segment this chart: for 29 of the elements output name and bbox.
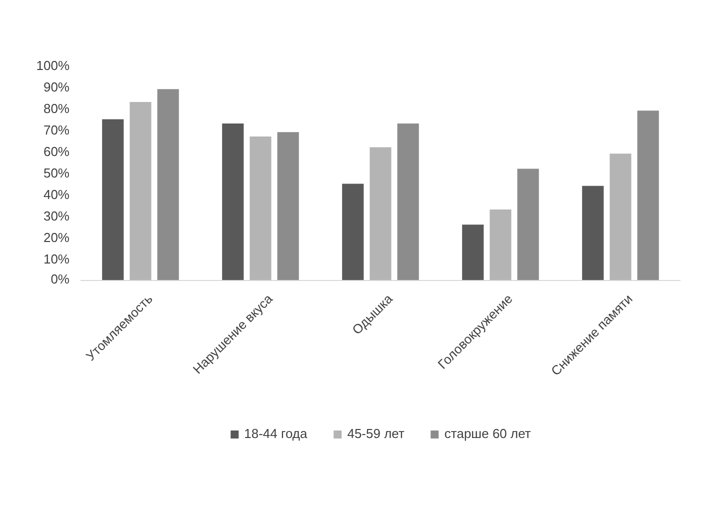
y-tick-label: 50%	[43, 166, 70, 180]
y-tick-label: 60%	[43, 144, 70, 159]
legend-label: старше 60 лет	[444, 426, 531, 441]
y-tick-label: 20%	[43, 230, 70, 245]
bar	[370, 147, 392, 280]
bar	[342, 184, 364, 280]
bar	[637, 110, 659, 280]
y-tick-label: 10%	[43, 252, 70, 266]
bar	[157, 89, 179, 280]
bar	[610, 154, 632, 280]
bar	[250, 136, 272, 280]
bar	[397, 124, 419, 280]
y-tick-label: 80%	[43, 101, 70, 116]
bar	[130, 102, 152, 280]
bar	[462, 224, 484, 280]
y-tick-label: 40%	[43, 187, 70, 202]
legend-label: 18-44 года	[244, 426, 308, 441]
legend-label: 45-59 лет	[347, 426, 404, 441]
bar	[102, 119, 124, 280]
y-tick-label: 0%	[50, 272, 70, 286]
bar	[277, 132, 299, 280]
y-tick-label: 100%	[36, 58, 70, 73]
y-tick-label: 30%	[43, 208, 70, 224]
bar	[582, 186, 604, 280]
bar	[490, 210, 512, 280]
bar	[222, 124, 244, 280]
y-tick-label: 70%	[43, 122, 70, 138]
y-tick-label: 90%	[43, 80, 70, 94]
bar	[517, 168, 539, 280]
